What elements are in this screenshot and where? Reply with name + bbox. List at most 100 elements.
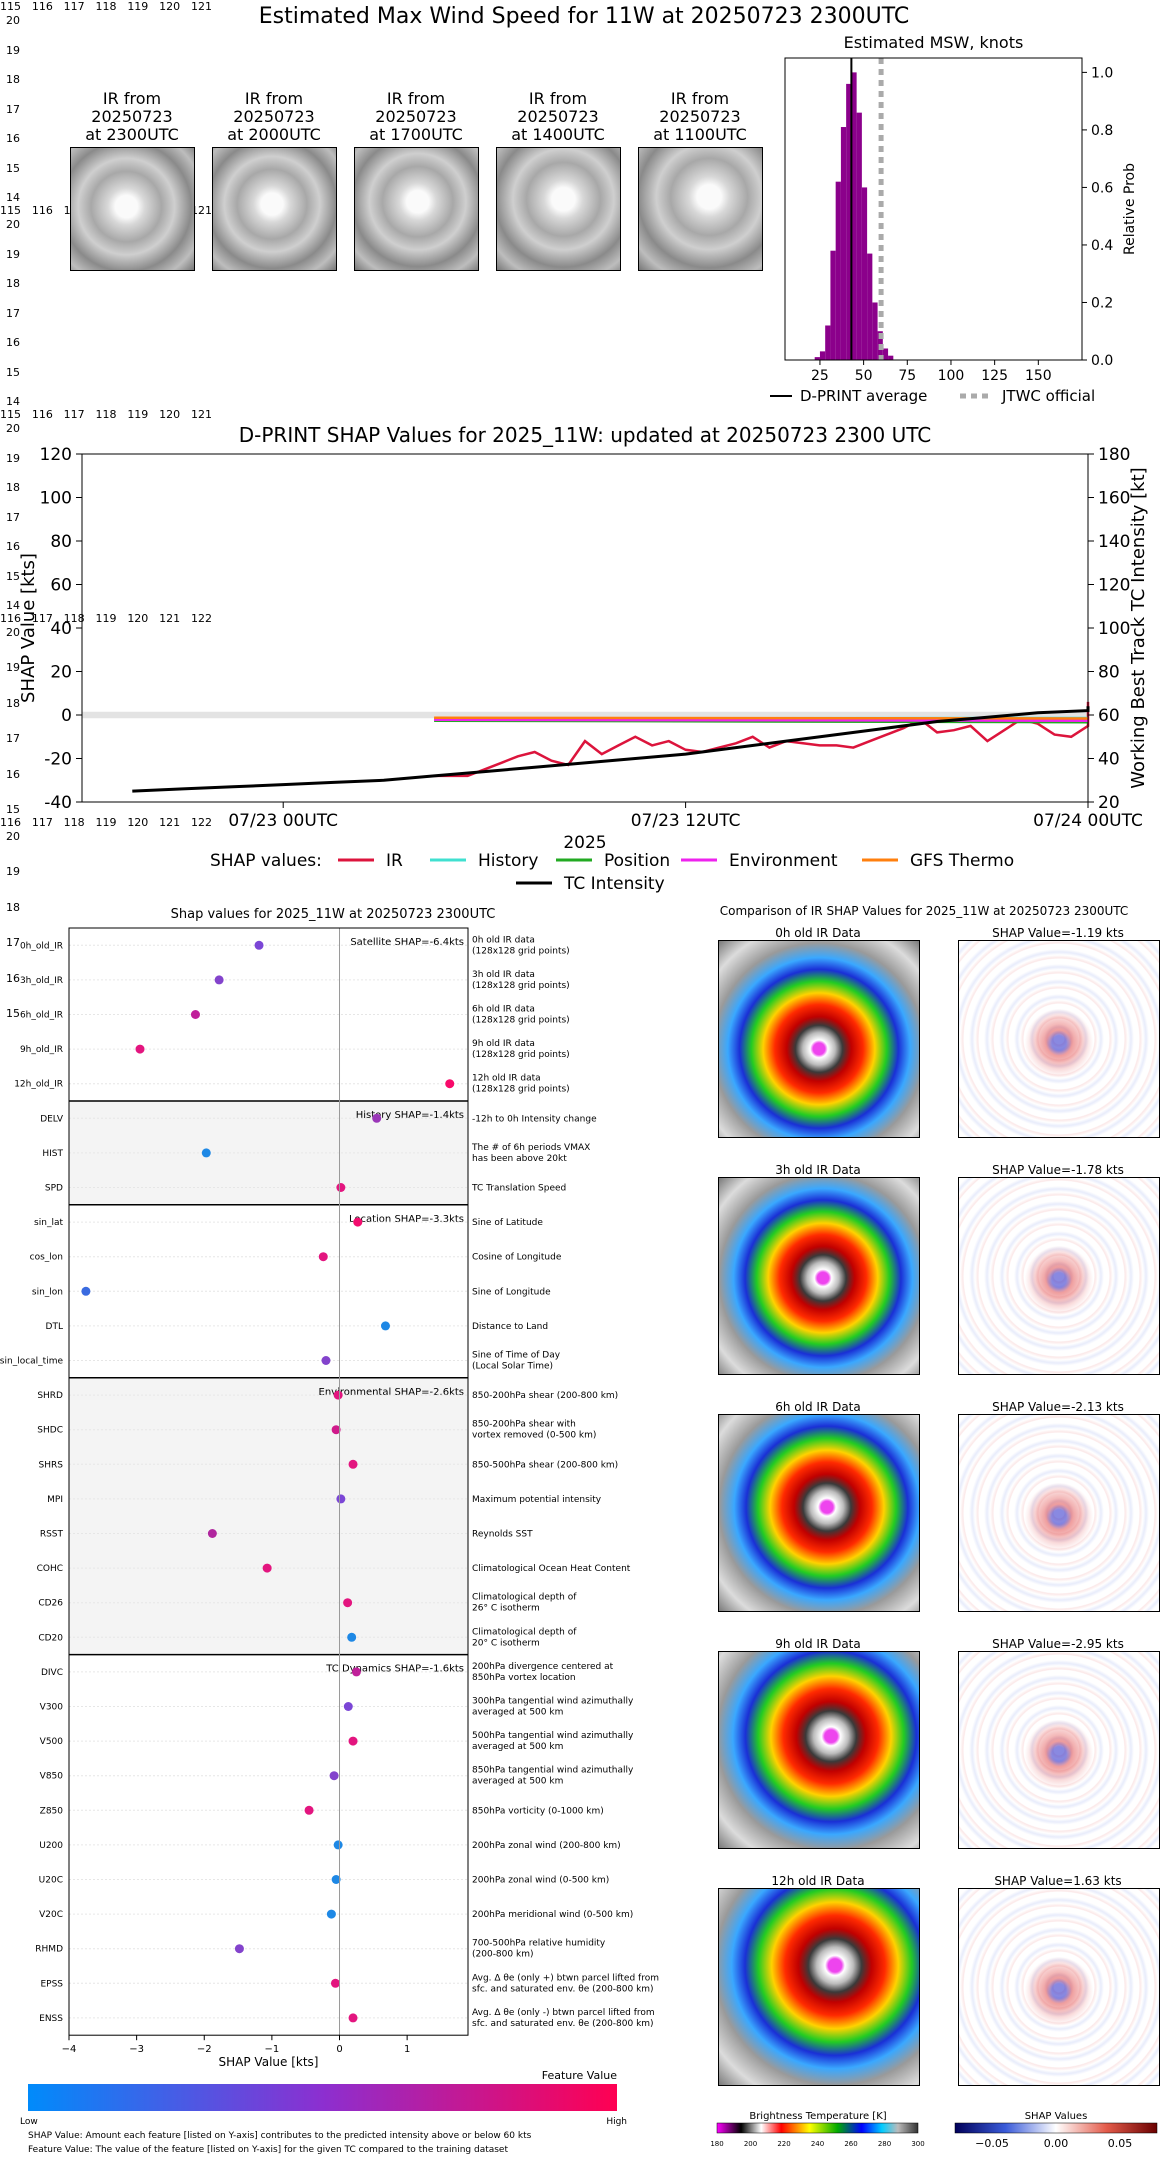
feature-desc-line: (128x128 grid points)	[472, 981, 570, 991]
feature-desc-line: 850-200hPa shear with	[472, 1420, 576, 1430]
legend-label: IR	[386, 851, 403, 871]
feature-shap-point	[207, 1529, 217, 1538]
feature-desc-line: Climatological Ocean Heat Content	[472, 1564, 631, 1574]
bt-colorbar-label: Brightness Temperature [K]	[749, 2111, 886, 2122]
feature-name-label: SPD	[45, 1184, 63, 1194]
histogram-ytick-label: 0.8	[1091, 123, 1113, 139]
ytick-label: 0	[61, 706, 72, 726]
beeswarm-xtick-label: −1	[265, 2044, 280, 2055]
ir-field-xtick-label: 119	[95, 816, 117, 829]
feature-desc-line: 850-200hPa shear (200-800 km)	[472, 1391, 618, 1401]
feature-desc-line: 26° C isotherm	[472, 1604, 540, 1614]
ir-field-ytick-label: 16	[6, 336, 20, 349]
histogram-xtick-label: 25	[811, 368, 829, 384]
feature-group-label: History SHAP=-1.4kts	[356, 1110, 464, 1121]
feature-desc-line: 850-500hPa shear (200-800 km)	[472, 1460, 618, 1470]
shap-colorbar-label: SHAP Values	[1025, 2111, 1088, 2122]
timeseries-title: D-PRINT SHAP Values for 2025_11W: update…	[239, 423, 931, 447]
ir-field-yticks: 20 19 18 17 16 15 14	[0, 218, 20, 408]
ir-thumb-caption-line: at 2300UTC	[85, 125, 179, 144]
beeswarm-xtick-label: −4	[62, 2044, 77, 2055]
xtick-label: 07/23 12UTC	[631, 811, 741, 831]
feature-name-label: SHDC	[37, 1426, 63, 1436]
feature-shap-point	[445, 1079, 455, 1089]
beeswarm-xtick-label: −2	[197, 2044, 212, 2055]
ir-thumb-caption: IR from 20250723 at 2000UTC	[204, 90, 344, 144]
feature-name-label: Z850	[40, 1806, 64, 1816]
feature-name-label: sin_lon	[32, 1287, 63, 1297]
ir-field-xtick-label: 115	[0, 204, 21, 217]
ir-field-xticks: 116 117 118 119 120 121 122	[0, 816, 212, 830]
ir-field-ytick-label: 15	[6, 365, 20, 379]
ir-thumb-caption-line: 20250723	[91, 107, 173, 126]
ytick-label: 100	[40, 489, 72, 509]
feature-shap-point	[343, 1598, 353, 1608]
ir-field-xtick-label: 120	[159, 0, 181, 13]
feature-desc-line: (128x128 grid points)	[472, 1085, 570, 1095]
ir-thumb-caption-line: 20250723	[517, 107, 599, 126]
ir-field-ytick-label: 20	[6, 422, 20, 435]
feature-desc-line: 200hPa meridional wind (0-500 km)	[472, 1910, 633, 1920]
ir-field-ytick-label: 19	[6, 43, 20, 57]
feature-desc-line: Distance to Land	[472, 1322, 548, 1332]
ytick-label: 20	[50, 663, 72, 683]
feature-desc-line: 12h old IR data	[472, 1074, 541, 1084]
histogram-bar	[861, 187, 868, 360]
feature-desc-line: The # of 6h periods VMAX	[471, 1143, 590, 1153]
feature-name-label: 9h_old_IR	[20, 1045, 63, 1055]
ir-thumb-caption-line: IR from	[102, 89, 162, 108]
feature-shap-point	[336, 1494, 346, 1504]
ir-field-yticks: 20 19 18 17 16 15	[0, 626, 20, 816]
ytick-label: 40	[50, 619, 72, 639]
feature-name-label: sin_lat	[34, 1218, 63, 1228]
feature-name-label: CD20	[38, 1633, 63, 1643]
feature-name-label: V500	[40, 1737, 64, 1747]
feature-desc-line: TC Translation Speed	[471, 1184, 566, 1194]
histogram-bar	[825, 325, 831, 360]
ir-field-xtick-label: 121	[159, 816, 181, 829]
ytick-label: 120	[40, 445, 72, 465]
legend-label: TC Intensity	[563, 874, 665, 894]
ir-field-xticks: 116 117 118 119 120 121 122	[0, 612, 212, 626]
feature-name-label: RHMD	[35, 1945, 63, 1955]
feature-shap-point	[331, 1875, 341, 1884]
feature-shap-point	[331, 1425, 341, 1435]
feature-desc-line: 500hPa tangential wind azimuthally	[472, 1731, 634, 1741]
ir-field-xtick-label: 122	[190, 612, 212, 625]
ir-field-title: 12h old IR Data	[771, 1874, 865, 1888]
ir-field-xtick-label: 121	[190, 408, 212, 421]
feature-desc-line: Sine of Longitude	[472, 1287, 551, 1297]
legend-label: GFS Thermo	[910, 851, 1014, 871]
ir-field-xtick-label: 117	[31, 612, 53, 625]
bt-colorbar	[716, 2122, 919, 2134]
ir-field-xtick-label: 118	[95, 0, 117, 13]
feature-name-label: 3h_old_IR	[20, 976, 63, 986]
feature-name-label: MPI	[47, 1495, 63, 1505]
histogram-xtick-label: 100	[938, 368, 965, 384]
ir-field-ytick-label: 20	[6, 14, 20, 27]
colorbar-title: Feature Value	[542, 2069, 618, 2082]
ir-colorbars: Brightness Temperature [K] 180 200 220 240 26…	[710, 2111, 1158, 2150]
feature-shap-point	[234, 1944, 244, 1954]
feature-name-label: DTL	[46, 1322, 63, 1332]
ir-field-title: 9h old IR Data	[775, 1637, 861, 1651]
histogram-bar	[867, 253, 873, 360]
histogram-ytick-label: 0.4	[1091, 238, 1113, 254]
feature-desc-line: Reynolds SST	[472, 1530, 533, 1540]
ir-field-xtick-label: 116	[0, 612, 21, 625]
histogram-ytick-label: 0.0	[1091, 353, 1113, 369]
ir-thumb-caption-line: IR from	[386, 89, 446, 108]
shap-field-title: SHAP Value=-1.19 kts	[992, 926, 1124, 940]
feature-shap-point	[380, 1321, 390, 1331]
shap-tick-label: 0.05	[1108, 2137, 1133, 2150]
colorbar-low-label: Low	[20, 2117, 38, 2127]
ir-field-xtick-label: 115	[0, 0, 21, 13]
feature-desc-line: 200hPa zonal wind (0-500 km)	[472, 1876, 609, 1886]
histogram-bar	[888, 355, 894, 360]
shap-field-title: SHAP Value=-1.78 kts	[992, 1163, 1124, 1177]
histogram-bar	[835, 181, 841, 360]
histogram-bar	[872, 302, 878, 360]
ir-field-xtick-label: 121	[159, 612, 181, 625]
shap-colorbar	[954, 2122, 1158, 2134]
ytick-right-label: 40	[1098, 750, 1120, 770]
